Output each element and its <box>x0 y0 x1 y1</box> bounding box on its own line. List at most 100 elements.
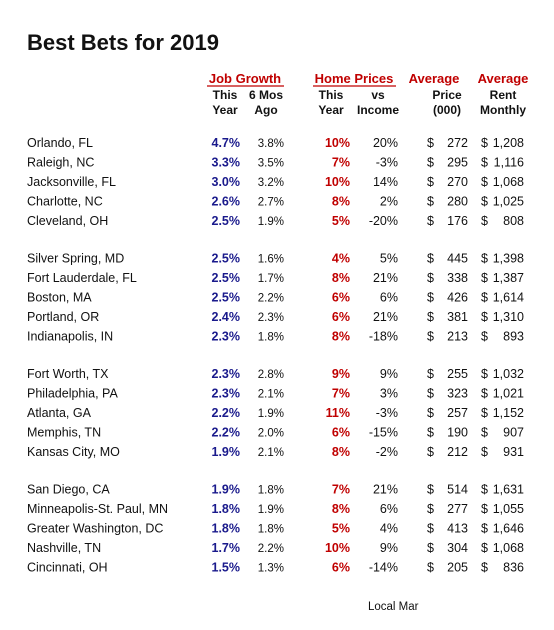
cell: 1.7% <box>258 273 284 285</box>
cell: 6% <box>380 291 398 305</box>
cell: 2.2% <box>258 293 284 305</box>
cell: 6% <box>380 502 398 516</box>
cell: 11% <box>326 406 350 420</box>
cell: 2.8% <box>258 369 284 381</box>
column-header: Income <box>357 103 399 117</box>
cell: 2.0% <box>258 428 284 440</box>
cell: 1,025 <box>493 195 524 209</box>
cell: -2% <box>376 445 398 459</box>
cell: 3.0% <box>212 175 241 189</box>
column-header: Rent <box>490 88 517 102</box>
currency: $ <box>427 252 434 266</box>
cell: 1,614 <box>493 291 524 305</box>
currency: $ <box>481 252 488 266</box>
cell: 2.3% <box>212 330 241 344</box>
cell: 2.5% <box>212 291 241 305</box>
group-header: Average <box>478 71 529 86</box>
column-header: (000) <box>433 103 461 117</box>
cell: 280 <box>447 195 468 209</box>
currency: $ <box>481 310 488 324</box>
currency: $ <box>427 406 434 420</box>
cell: 3.8% <box>258 138 284 150</box>
cell: 21% <box>373 483 398 497</box>
city: Jacksonville, FL <box>27 175 116 189</box>
group-header: Average <box>409 71 460 86</box>
cell: 3.5% <box>258 158 284 170</box>
cell: -3% <box>376 406 398 420</box>
currency: $ <box>481 483 488 497</box>
cell: 176 <box>447 214 468 228</box>
cell: 2.2% <box>212 426 241 440</box>
cell: 2.5% <box>212 271 241 285</box>
cell: 6% <box>332 291 350 305</box>
cell: 1.9% <box>258 408 284 420</box>
cell: 514 <box>447 483 468 497</box>
cell: 205 <box>447 561 468 575</box>
cell: 2.1% <box>258 389 284 401</box>
currency: $ <box>481 541 488 555</box>
cell: 1,310 <box>493 310 524 324</box>
cell: 1,055 <box>493 502 524 516</box>
cell: 1.9% <box>258 504 284 516</box>
cell: 7% <box>332 387 350 401</box>
cell: 381 <box>447 310 468 324</box>
cell: -14% <box>369 561 398 575</box>
cell: 1,152 <box>493 406 524 420</box>
cell: 338 <box>447 271 468 285</box>
cell: 255 <box>447 367 468 381</box>
city: Cincinnati, OH <box>27 561 108 575</box>
cell: 270 <box>447 175 468 189</box>
cell: 1,387 <box>493 271 524 285</box>
cell: 4% <box>380 522 398 536</box>
column-header: Price <box>432 88 462 102</box>
cell: 190 <box>447 426 468 440</box>
city: Atlanta, GA <box>27 406 92 420</box>
cell: 21% <box>373 310 398 324</box>
cell: 1,631 <box>493 483 524 497</box>
currency: $ <box>427 502 434 516</box>
currency: $ <box>481 445 488 459</box>
cell: 10% <box>325 136 350 150</box>
cell: 4% <box>332 252 350 266</box>
cell: 257 <box>447 406 468 420</box>
group-header: Job Growth <box>209 71 281 86</box>
currency: $ <box>481 522 488 536</box>
cell: 2.5% <box>212 252 241 266</box>
cell: 5% <box>332 522 350 536</box>
cell: 7% <box>332 156 350 170</box>
currency: $ <box>427 214 434 228</box>
cell: 2% <box>380 195 398 209</box>
cell: 1,068 <box>493 175 524 189</box>
cell: 272 <box>447 136 468 150</box>
currency: $ <box>427 483 434 497</box>
cell: 808 <box>503 214 524 228</box>
city: Philadelphia, PA <box>27 387 118 401</box>
currency: $ <box>427 271 434 285</box>
city: Cleveland, OH <box>27 214 108 228</box>
city: Nashville, TN <box>27 541 101 555</box>
cell: 2.2% <box>258 543 284 555</box>
column-header: Monthly <box>480 103 526 117</box>
cell: 277 <box>447 502 468 516</box>
cell: 1.5% <box>212 561 241 575</box>
cell: 5% <box>380 252 398 266</box>
currency: $ <box>481 175 488 189</box>
cell: 2.7% <box>258 197 284 209</box>
cell: 8% <box>332 445 350 459</box>
cell: 9% <box>380 367 398 381</box>
city: Minneapolis-St. Paul, MN <box>27 502 168 516</box>
cell: 413 <box>447 522 468 536</box>
cell: 3.3% <box>212 156 241 170</box>
city: Memphis, TN <box>27 426 101 440</box>
cell: -15% <box>369 426 398 440</box>
column-header: Year <box>212 103 238 117</box>
cell: 2.3% <box>212 387 241 401</box>
city: Silver Spring, MD <box>27 252 124 266</box>
currency: $ <box>481 271 488 285</box>
cell: 6% <box>332 310 350 324</box>
cell: 2.3% <box>258 312 284 324</box>
currency: $ <box>427 387 434 401</box>
cell: 893 <box>503 330 524 344</box>
currency: $ <box>427 445 434 459</box>
